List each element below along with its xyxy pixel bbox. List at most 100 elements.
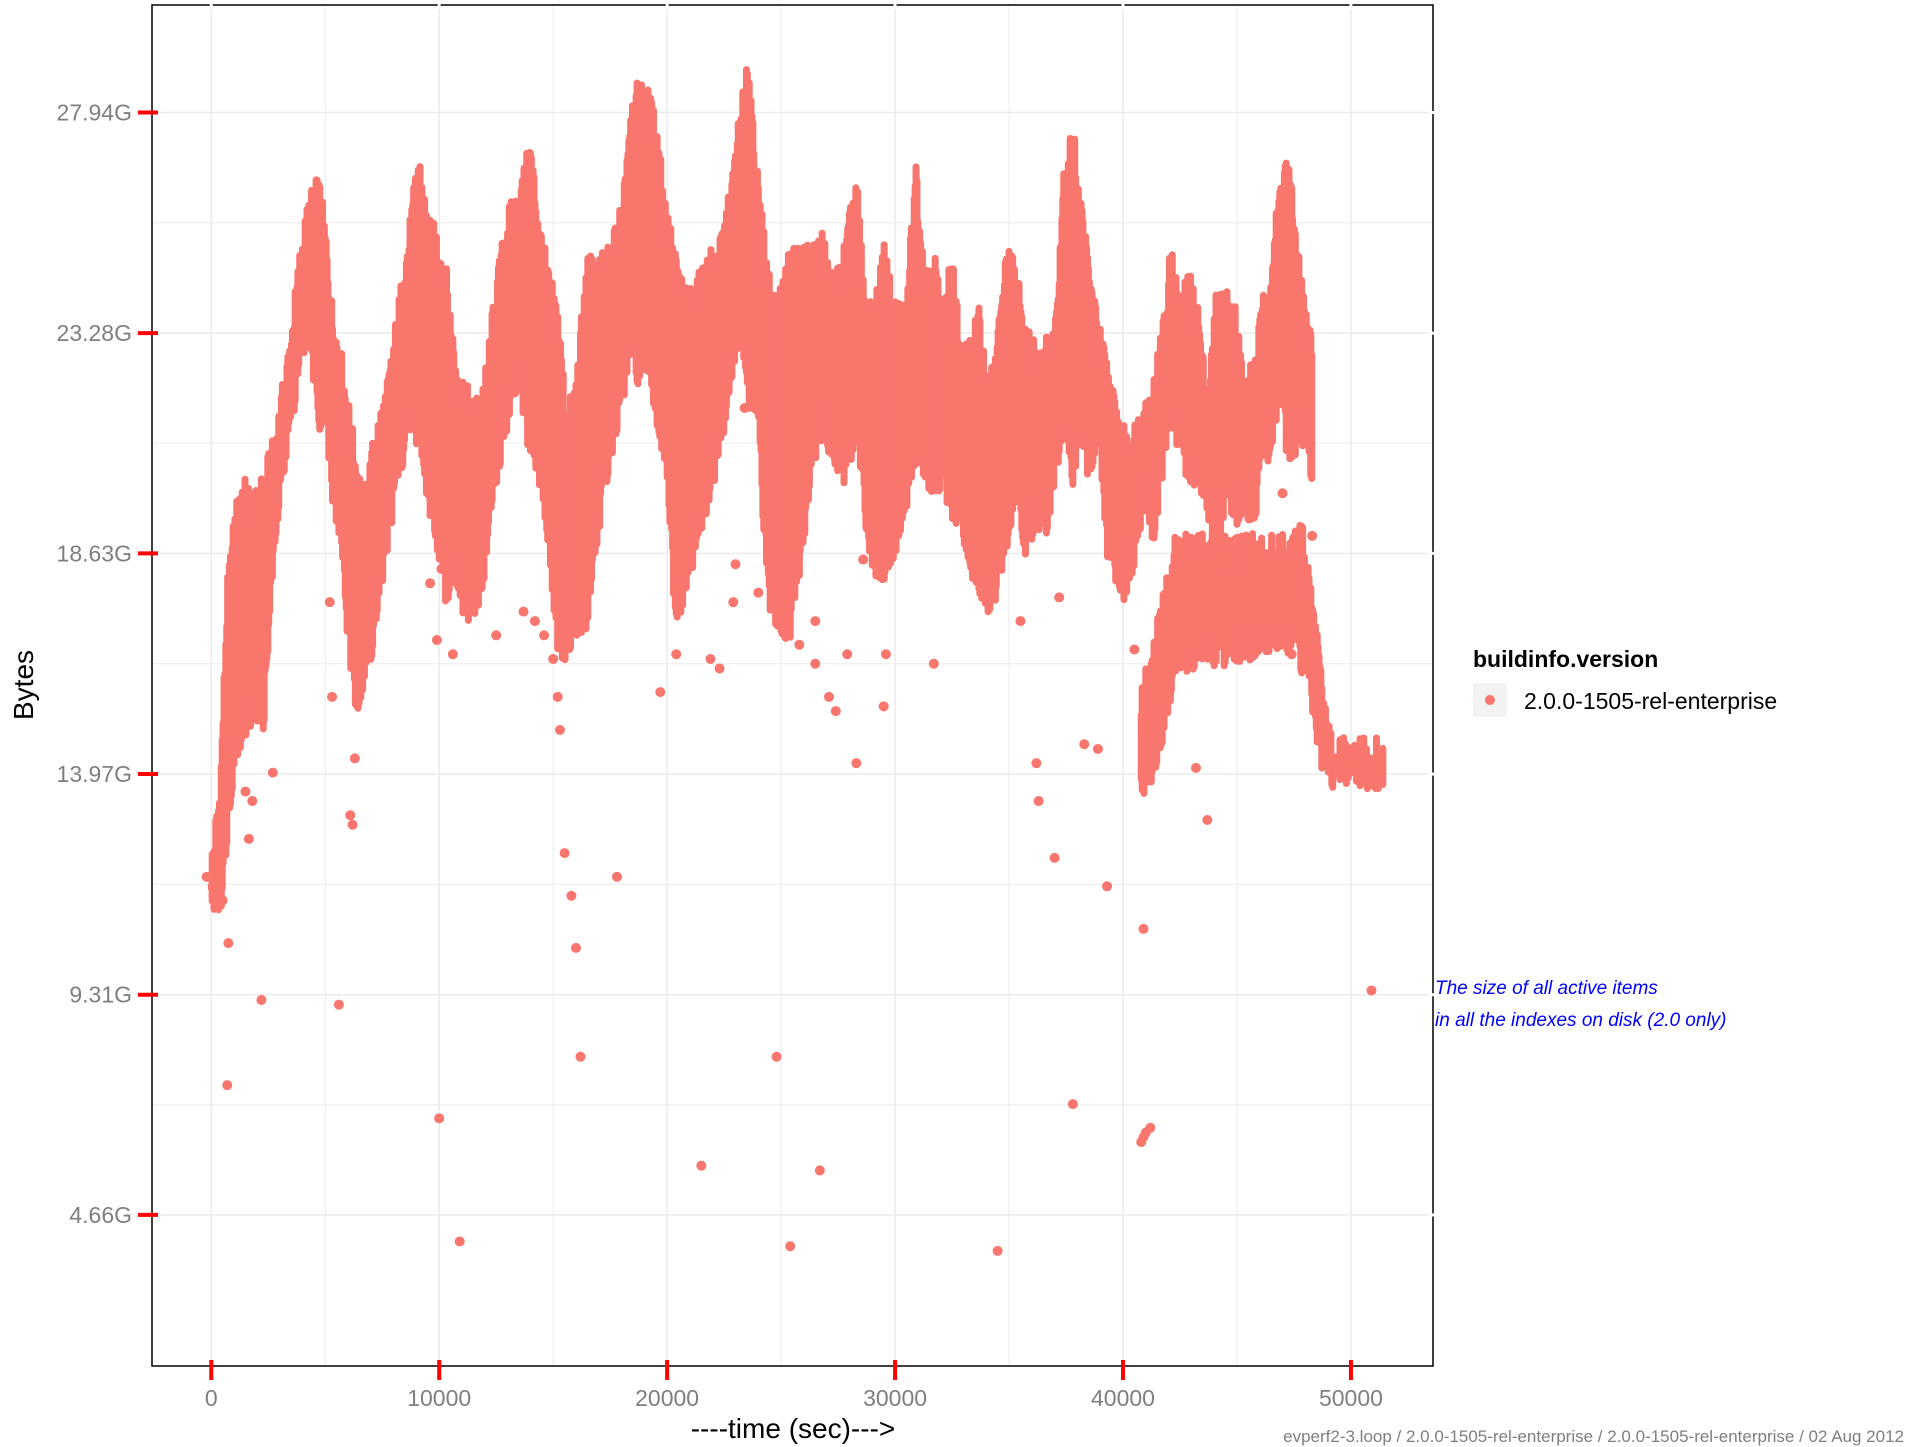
data-point [842, 649, 852, 659]
data-point [325, 597, 335, 607]
x-tick-label: 10000 [407, 1385, 471, 1411]
data-point [671, 649, 681, 659]
data-point [548, 654, 558, 664]
data-point [1068, 1099, 1078, 1109]
data-point [1079, 739, 1089, 749]
data-point [425, 578, 435, 588]
data-point [560, 848, 570, 858]
annotation-line-1: The size of all active items [1435, 978, 1658, 999]
annotation: The size of all active items in all the … [1435, 978, 1727, 1031]
data-point [345, 810, 355, 820]
data-point [705, 654, 715, 664]
data-point [1139, 924, 1149, 934]
data-point [715, 663, 725, 673]
data-point [348, 820, 358, 830]
data-point [327, 692, 337, 702]
data-point [1054, 592, 1064, 602]
data-point [555, 725, 565, 735]
data-point [879, 701, 889, 711]
y-tick-label: 27.94G [57, 99, 132, 125]
y-tick-label: 23.28G [57, 320, 132, 346]
y-tick-label: 4.66G [69, 1202, 132, 1228]
data-point [256, 995, 266, 1005]
data-point [1366, 985, 1376, 995]
data-point [240, 787, 250, 797]
data-point [244, 834, 254, 844]
x-tick-label: 20000 [635, 1385, 699, 1411]
data-point [566, 891, 576, 901]
data-point [993, 1246, 1003, 1256]
data-point [491, 630, 501, 640]
data-point [223, 938, 233, 948]
data-point [334, 1000, 344, 1010]
data-point [434, 1113, 444, 1123]
data-point [1015, 616, 1025, 626]
legend: buildinfo.version 2.0.0-1505-rel-enterpr… [1473, 646, 1777, 717]
data-point [810, 616, 820, 626]
data-point [696, 1161, 706, 1171]
data-point [1191, 763, 1201, 773]
y-tick-label: 18.63G [57, 540, 132, 566]
data-point [213, 881, 223, 891]
data-point [218, 895, 228, 905]
x-tick-label: 30000 [863, 1385, 927, 1411]
data-point [1102, 881, 1112, 891]
data-point [824, 692, 834, 702]
data-point [268, 768, 278, 778]
legend-title: buildinfo.version [1473, 646, 1658, 672]
data-point [1307, 531, 1317, 541]
data-point [222, 1080, 232, 1090]
data-point [851, 758, 861, 768]
data-point [1216, 569, 1226, 579]
y-tick-label: 9.31G [69, 982, 132, 1008]
data-point [571, 943, 581, 953]
annotation-line-2: in all the indexes on disk (2.0 only) [1435, 1010, 1727, 1031]
data-point [1202, 815, 1212, 825]
data-point [731, 559, 741, 569]
data-point [858, 555, 868, 565]
data-point [455, 1236, 465, 1246]
data-point [740, 403, 750, 413]
data-point [785, 1241, 795, 1251]
plot-panel [152, 5, 1433, 1366]
data-point [553, 692, 563, 702]
data-point [436, 564, 446, 574]
data-point [753, 588, 763, 598]
data-point [209, 891, 219, 901]
x-tick-label: 40000 [1091, 1385, 1155, 1411]
data-point [655, 687, 665, 697]
data-point [831, 706, 841, 716]
data-point [1031, 758, 1041, 768]
data-point [1129, 645, 1139, 655]
data-point [810, 659, 820, 669]
x-axis-title: ----time (sec)---> [691, 1413, 896, 1444]
x-tick-label: 0 [205, 1385, 218, 1411]
data-point [1050, 853, 1060, 863]
data-point [1145, 1123, 1155, 1133]
data-point [1034, 796, 1044, 806]
data-point [728, 597, 738, 607]
caption: evperf2-3.loop / 2.0.0-1505-rel-enterpri… [1283, 1427, 1904, 1446]
data-point [794, 640, 804, 650]
y-tick-label: 13.97G [57, 761, 132, 787]
data-point [539, 630, 549, 640]
data-point [772, 1052, 782, 1062]
data-point [530, 616, 540, 626]
data-point [1284, 621, 1294, 631]
data-point [350, 753, 360, 763]
y-axis-title: Bytes [8, 650, 39, 720]
data-point [247, 796, 257, 806]
data-point [815, 1165, 825, 1175]
data-point [612, 872, 622, 882]
data-point [519, 607, 529, 617]
legend-entry-label: 2.0.0-1505-rel-enterprise [1524, 688, 1777, 714]
data-point [576, 1052, 586, 1062]
data-point [1300, 602, 1310, 612]
x-tick-label: 50000 [1319, 1385, 1383, 1411]
data-point [432, 635, 442, 645]
data-point [1093, 744, 1103, 754]
data-point [881, 649, 891, 659]
legend-key-point [1485, 695, 1495, 705]
data-point [202, 872, 212, 882]
